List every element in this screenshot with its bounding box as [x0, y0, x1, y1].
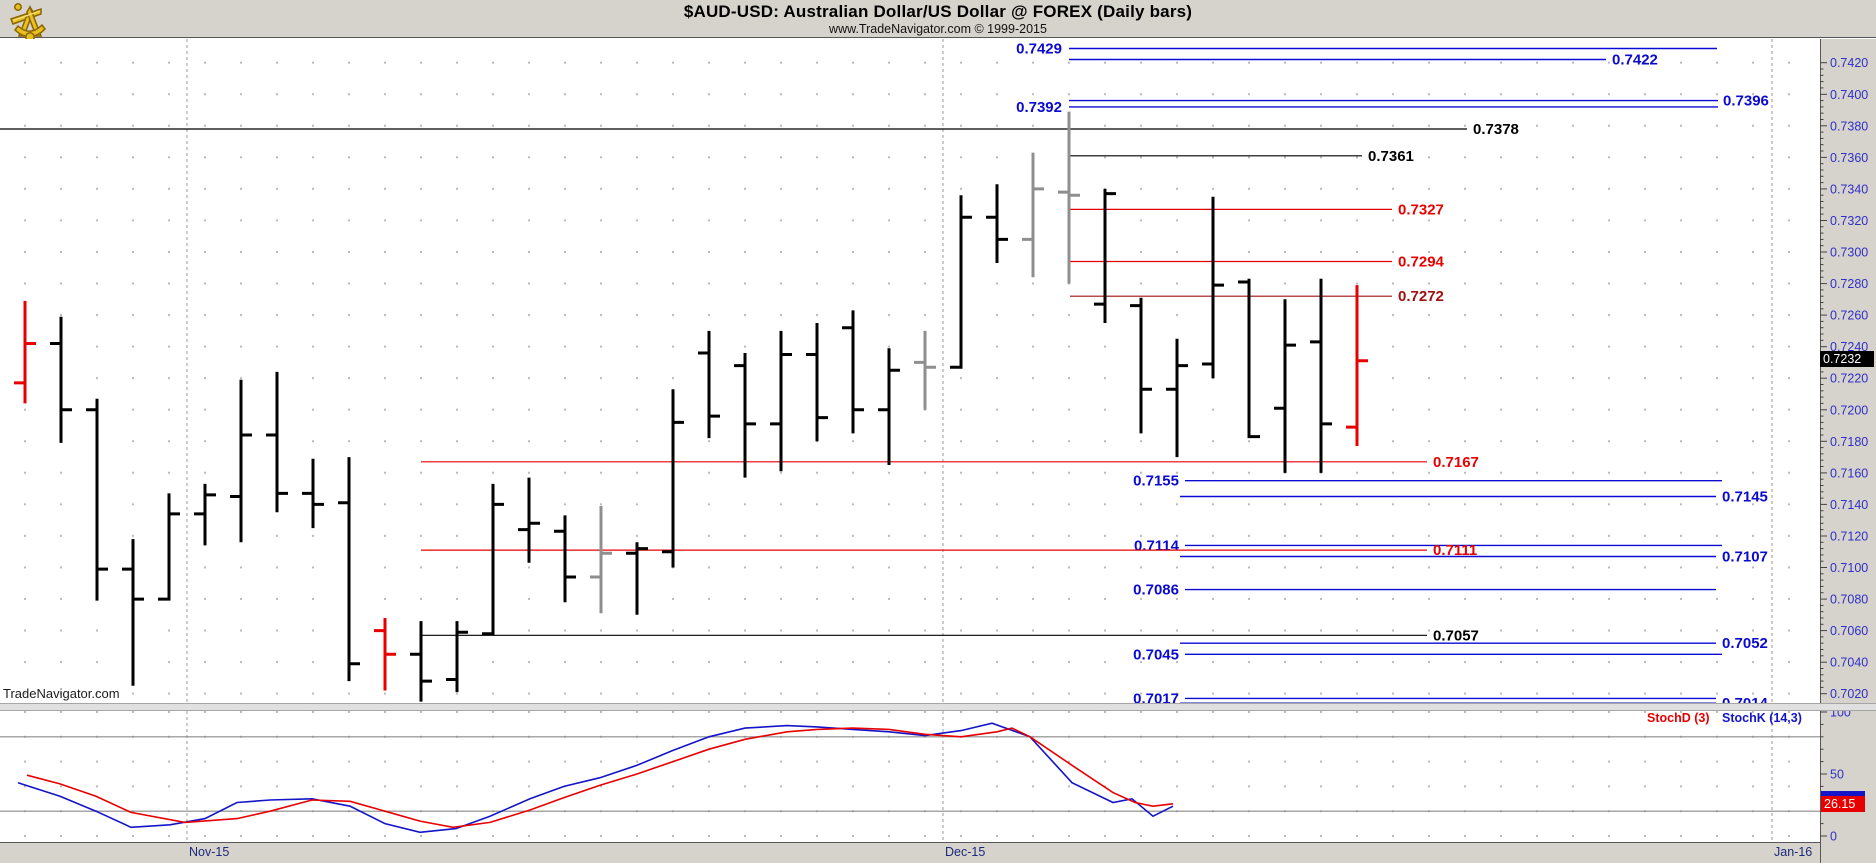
watermark: TradeNavigator.com — [3, 686, 120, 701]
tradenavigator-logo-icon — [7, 0, 53, 44]
date-axis-label: Dec-15 — [945, 845, 986, 859]
stochastic-panel[interactable] — [0, 709, 1820, 841]
date-axis-label: Jan-16 — [1774, 845, 1813, 859]
stoch-d-value-badge: 26.15 — [1821, 796, 1865, 812]
title-bar: $AUD-USD: Australian Dollar/US Dollar @ … — [0, 0, 1876, 42]
date-axis[interactable] — [0, 842, 1820, 863]
date-axis-label: Nov-15 — [189, 845, 230, 859]
price-axis[interactable] — [1820, 39, 1876, 863]
stoch-k-legend-label: StochK (14,3) — [1722, 711, 1802, 725]
chart-subtitle: www.TradeNavigator.com © 1999-2015 — [829, 22, 1047, 36]
stoch-d-legend-label: StochD (3) — [1647, 711, 1710, 725]
panel-separator — [0, 703, 1876, 711]
chart-title: $AUD-USD: Australian Dollar/US Dollar @ … — [683, 2, 1193, 21]
current-price-badge: 0.7232 — [1820, 351, 1874, 367]
price-chart-panel[interactable] — [0, 39, 1820, 703]
stoch-k-axis-marker — [1821, 791, 1865, 796]
